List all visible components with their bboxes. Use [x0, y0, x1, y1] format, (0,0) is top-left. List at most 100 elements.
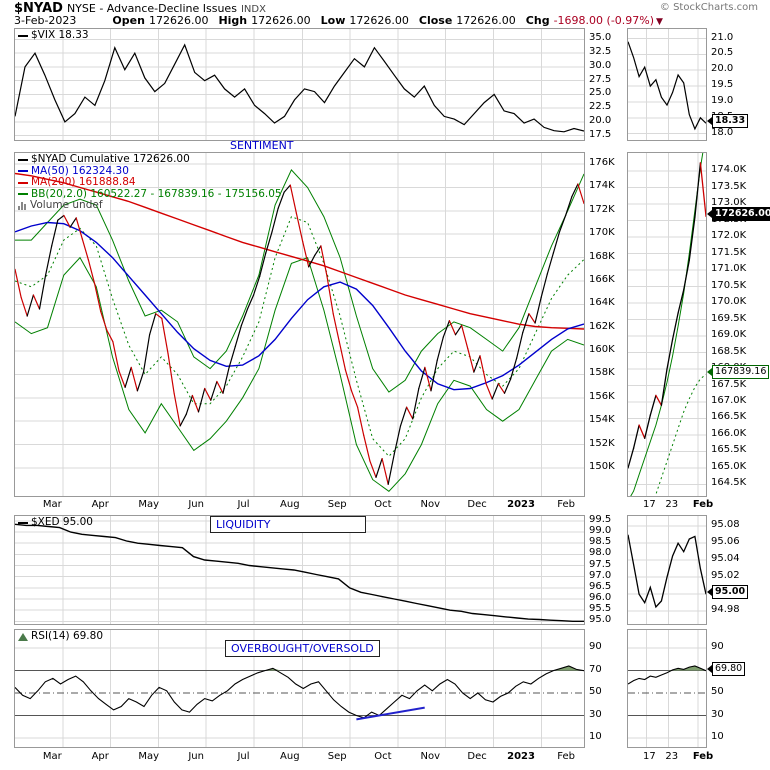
callout-arrow-icon: [707, 210, 712, 219]
x-axis-label: May: [138, 751, 160, 762]
vix-legend: $VIX 18.33: [18, 30, 89, 42]
x-axis-label: Feb: [692, 499, 714, 510]
y-tick-label: 25.0: [589, 87, 612, 99]
x-axis-label: Oct: [374, 751, 392, 762]
line-swatch-icon: [18, 170, 28, 173]
y-tick-label: 35.0: [589, 32, 612, 44]
xed-plot: [14, 515, 585, 625]
x-axis-label: 2023: [507, 499, 535, 510]
legend-volume: Volume undef: [18, 200, 282, 212]
y-tick-label: 96.0: [589, 592, 612, 603]
y-tick-label: 97.5: [589, 558, 612, 570]
y-tick-label: 173.5K: [711, 180, 747, 192]
y-tick-label: 30: [711, 708, 724, 720]
y-tick-label: 169.0K: [711, 329, 747, 341]
x-axis-mini-days: 17 23 Feb: [627, 498, 713, 512]
callout-arrow-icon: [707, 117, 712, 126]
y-tick-label: 170K: [589, 227, 615, 239]
y-tick-label: 174K: [589, 180, 615, 192]
vix_mini-canvas: [628, 29, 706, 140]
legend-text: $XED 95.00: [31, 516, 93, 529]
x-axis-label: 17: [643, 751, 656, 762]
open-label: Open: [112, 14, 145, 27]
close-value: 172626.00: [456, 14, 516, 27]
low-value: 172626.00: [349, 14, 409, 27]
value-callout: 18.33: [707, 114, 749, 129]
header: $NYAD NYSE - Advance-Decline Issues INDX ©…: [0, 0, 770, 28]
y-tick-label: 170.0K: [711, 296, 747, 308]
y-tick-label: 18.0: [711, 126, 734, 138]
x-axis-label: Nov: [420, 499, 441, 510]
legend-text: MA(50) 162324.30: [31, 164, 129, 177]
x-axis-months: Mar Apr May Jun Jul Aug Sep Oct Nov Dec 2023 Feb: [14, 498, 585, 512]
y-tick-label: 168K: [589, 250, 615, 262]
xed_mini-canvas: [628, 516, 706, 624]
y-tick-label: 165.5K: [711, 444, 747, 456]
y-tick-label: 173.0K: [711, 197, 747, 209]
y-tick-label: 22.5: [589, 101, 612, 113]
y-tick-label: 95.04: [711, 553, 740, 565]
rsi-mini-plot: [627, 629, 707, 748]
high-value: 172626.00: [251, 14, 311, 27]
nyad-panel: $NYAD Cumulative 172626.00 MA(50) 162324.…: [14, 152, 624, 497]
chg-label: Chg: [525, 14, 550, 27]
high-label: High: [218, 14, 248, 27]
y-tick-label: 27.5: [589, 73, 612, 85]
close-label: Close: [418, 14, 453, 27]
y-tick-label: 20.0: [711, 63, 734, 75]
x-axis-label: Apr: [91, 499, 109, 510]
legend-text: $VIX 18.33: [31, 29, 89, 42]
x-axis-label: Aug: [280, 751, 300, 762]
quote-row: 3-Feb-2023 Open 172626.00 High 172626.00 Low 1…: [14, 14, 663, 27]
y-tick-label: 152K: [589, 437, 615, 449]
x-axis-label: Mar: [42, 751, 62, 762]
value-callout: 172626.00: [707, 207, 770, 222]
volume-bars-icon: [18, 201, 27, 210]
y-tick-label: 98.5: [589, 536, 612, 548]
chg-caret-icon: ▼: [656, 17, 663, 27]
y-tick-label: 97.0: [589, 569, 612, 581]
line-swatch-icon: [18, 158, 28, 161]
y-tick-label: 99.5: [589, 513, 612, 525]
x-axis-label: Jun: [188, 751, 204, 762]
y-tick-label: 90: [711, 641, 724, 652]
line-swatch-icon: [18, 521, 28, 524]
rsi-mini-axis-gutter: 907050301069.80: [707, 629, 770, 748]
copyright: © StockCharts.com: [659, 2, 758, 13]
x-axis-label: 17: [643, 499, 656, 510]
value-callout: 95.00: [707, 585, 749, 600]
y-tick-label: 19.0: [711, 94, 734, 106]
x-axis-label: Nov: [420, 751, 441, 762]
overbought-oversold-label: OVERBOUGHT/OVERSOLD: [225, 640, 380, 657]
x-axis-label: 23: [665, 499, 679, 510]
y-tick-label: 172.0K: [711, 230, 747, 242]
y-tick-label: 95.5: [589, 603, 612, 615]
symbol-name: NYSE - Advance-Decline Issues: [66, 2, 237, 15]
value-callout: 167839.16: [707, 365, 770, 380]
value-callout: 69.80: [707, 661, 746, 676]
y-tick-label: 165.0K: [711, 460, 747, 472]
y-tick-label: 171.0K: [711, 263, 747, 275]
vix-plot: [14, 28, 585, 141]
y-tick-label: 95.06: [711, 536, 740, 548]
y-tick-label: 162K: [589, 320, 615, 332]
y-tick-label: 167.5K: [711, 378, 747, 390]
y-tick-label: 164.5K: [711, 477, 747, 489]
y-tick-label: 98.0: [589, 547, 612, 559]
nyad-mini-plot: [627, 152, 707, 497]
y-tick-label: 99.0: [589, 525, 612, 537]
callout-arrow-icon: [707, 368, 712, 377]
y-tick-label: 10: [589, 731, 602, 742]
x-axis-label: Apr: [91, 751, 109, 762]
y-tick-label: 171.5K: [711, 246, 747, 258]
nyad-mini-axis-gutter: 174.0K173.5K173.0K172.5K172.0K171.5K171.…: [707, 152, 770, 497]
x-axis-label: Feb: [557, 499, 576, 510]
y-tick-label: 19.5: [711, 79, 734, 91]
nyad_mini-canvas: [628, 153, 706, 496]
legend-text: MA(200) 161888.84: [31, 176, 136, 189]
x-axis-label: May: [138, 499, 160, 510]
vix-axis-gutter: 35.0 32.5 30.0 27.5 25.0 22.5 20.0 17.5: [585, 28, 624, 141]
exchange-label: INDX: [240, 4, 266, 15]
y-tick-label: 96.5: [589, 580, 612, 592]
